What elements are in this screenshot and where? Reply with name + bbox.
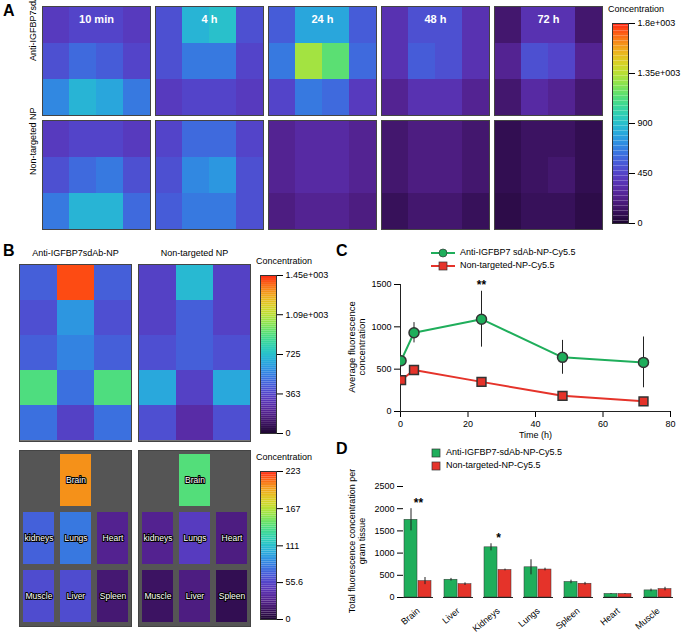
svg-text:Muscle: Muscle xyxy=(633,606,661,632)
svg-text:kidneys: kidneys xyxy=(144,533,173,543)
svg-text:Time (h): Time (h) xyxy=(519,430,552,440)
svg-text:Kidneys: Kidneys xyxy=(471,605,502,634)
svg-text:Liver: Liver xyxy=(67,591,86,601)
svg-text:2500: 2500 xyxy=(374,481,394,491)
svg-text:1000: 1000 xyxy=(374,548,394,558)
svg-text:0: 0 xyxy=(389,592,394,602)
svg-text:Brain: Brain xyxy=(66,475,86,485)
svg-text:Anti-IGFBP7sdAb-NP: Anti-IGFBP7sdAb-NP xyxy=(28,0,38,61)
svg-text:40: 40 xyxy=(530,419,540,429)
svg-text:0: 0 xyxy=(638,218,643,228)
svg-text:72 h: 72 h xyxy=(537,13,559,25)
svg-text:Non-targeted NP: Non-targeted NP xyxy=(28,107,38,175)
svg-text:Heart: Heart xyxy=(598,605,622,627)
svg-text:Liver: Liver xyxy=(186,591,205,601)
svg-text:Brain: Brain xyxy=(185,475,205,485)
html-text:Non-targeted-NP-Cy5.5: Non-targeted-NP-Cy5.5 xyxy=(460,260,555,270)
html-text:Concentration: Concentration xyxy=(608,4,664,14)
html-text:B: B xyxy=(3,242,15,259)
svg-text:Heart: Heart xyxy=(103,533,124,543)
svg-text:4 h: 4 h xyxy=(202,13,218,25)
svg-text:2000: 2000 xyxy=(374,504,394,514)
svg-text:363: 363 xyxy=(286,389,301,399)
svg-text:60: 60 xyxy=(598,419,608,429)
html-text:Average fluorescence concentra: Average fluorescence concentration xyxy=(345,301,367,393)
svg-text:0: 0 xyxy=(286,428,291,438)
html-text:Anti-IGFBP7-sdAb-NP-Cy5.5: Anti-IGFBP7-sdAb-NP-Cy5.5 xyxy=(446,447,562,457)
svg-text:111: 111 xyxy=(286,541,300,551)
svg-text:80: 80 xyxy=(665,419,675,429)
html-text:C: C xyxy=(336,242,348,259)
svg-text:20: 20 xyxy=(463,419,473,429)
svg-text:Liver: Liver xyxy=(440,606,461,626)
svg-text:1500: 1500 xyxy=(371,279,391,289)
svg-text:Lungs: Lungs xyxy=(516,605,542,629)
svg-text:0: 0 xyxy=(286,614,291,624)
svg-text:Anti-IGFBP7sdAb-NP: Anti-IGFBP7sdAb-NP xyxy=(32,248,119,258)
svg-text:Muscle: Muscle xyxy=(26,591,53,601)
html-text:Concentration: Concentration xyxy=(256,256,312,266)
svg-text:Brain: Brain xyxy=(399,606,422,627)
html-text:Anti-IGFBP7 sdAb-NP-Cy5.5: Anti-IGFBP7 sdAb-NP-Cy5.5 xyxy=(460,247,576,257)
svg-text:Spleen: Spleen xyxy=(100,591,127,601)
svg-text:1500: 1500 xyxy=(374,526,394,536)
svg-text:500: 500 xyxy=(379,570,394,580)
svg-text:900: 900 xyxy=(638,118,653,128)
svg-text:167: 167 xyxy=(286,504,301,514)
html-text:A: A xyxy=(3,2,15,19)
svg-text:0: 0 xyxy=(398,419,403,429)
svg-text:48 h: 48 h xyxy=(424,13,446,25)
svg-text:*: * xyxy=(496,531,501,545)
html-text:Concentration: Concentration xyxy=(256,452,312,462)
svg-text:223: 223 xyxy=(286,466,301,476)
svg-text:10 min: 10 min xyxy=(79,13,114,25)
svg-text:1.09e+003: 1.09e+003 xyxy=(286,310,329,320)
svg-text:Lungs: Lungs xyxy=(183,533,206,543)
html-text:Total fluorescence concentrati: Total fluorescence concentration per gra… xyxy=(347,468,367,614)
svg-text:55.6: 55.6 xyxy=(286,577,304,587)
svg-text:Heart: Heart xyxy=(222,533,243,543)
svg-text:kidneys: kidneys xyxy=(25,533,54,543)
svg-text:24 h: 24 h xyxy=(311,13,333,25)
svg-text:Lungs: Lungs xyxy=(64,533,87,543)
svg-text:1.45e+003: 1.45e+003 xyxy=(286,270,329,280)
svg-text:1.8e+003: 1.8e+003 xyxy=(638,18,676,28)
svg-text:500: 500 xyxy=(376,364,391,374)
svg-text:**: ** xyxy=(477,278,487,292)
svg-text:Non-targeted NP: Non-targeted NP xyxy=(161,248,229,258)
svg-text:1.35e+003: 1.35e+003 xyxy=(638,68,681,78)
html-text:Non-targeted-NP-Cy5.5: Non-targeted-NP-Cy5.5 xyxy=(446,460,541,470)
svg-text:Spleen: Spleen xyxy=(219,591,246,601)
svg-text:725: 725 xyxy=(286,349,301,359)
svg-text:1000: 1000 xyxy=(371,322,391,332)
html-text:D: D xyxy=(336,440,348,457)
svg-text:**: ** xyxy=(414,496,424,510)
svg-text:450: 450 xyxy=(638,168,653,178)
svg-text:0: 0 xyxy=(386,406,391,416)
svg-text:Muscle: Muscle xyxy=(145,591,172,601)
svg-text:Spleen: Spleen xyxy=(554,606,582,632)
